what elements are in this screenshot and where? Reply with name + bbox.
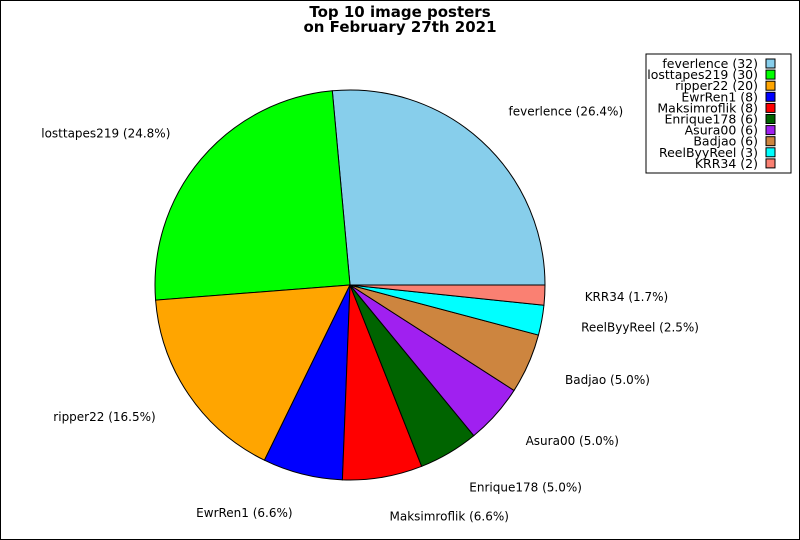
slice-label-asura00: Asura00 (5.0%) (526, 434, 619, 448)
pie-slice-ripper22 (155, 284, 351, 461)
slice-label-enrique178: Enrique178 (5.0%) (469, 481, 582, 495)
legend-swatch-ewrren1 (765, 91, 776, 102)
legend-entry-ripper22: ripper22 (20) (675, 78, 758, 93)
legend-entry-badjao: Badjao (6) (693, 134, 758, 149)
legend-swatch-feverlence (765, 58, 776, 69)
legend-entry-reelbyyreel: ReelByyReel (3) (659, 145, 758, 160)
legend-entry-enrique178: Enrique178 (6) (664, 112, 758, 127)
slice-label-maksimroflik: Maksimroflik (6.6%) (390, 510, 509, 524)
slice-label-badjao: Badjao (5.0%) (565, 373, 650, 387)
slice-label-losttapes219: losttapes219 (24.8%) (41, 126, 170, 140)
pie-slice-losttapes219 (154, 90, 351, 301)
slice-label-krr34: KRR34 (1.7%) (585, 290, 668, 304)
slice-label-ewrren1: EwrRen1 (6.6%) (196, 506, 292, 520)
legend-swatch-reelbyyreel (765, 147, 776, 158)
legend-swatch-losttapes219 (765, 69, 776, 80)
legend-swatch-asura00 (765, 125, 776, 136)
slice-labels: feverlence (26.4%) losttapes219 (24.8%) ri… (41, 105, 699, 524)
legend-swatch-krr34 (765, 158, 776, 169)
legend-swatch-ripper22 (765, 80, 776, 91)
legend-entry-ewrren1: EwrRen1 (8) (681, 89, 758, 104)
chart-title: Top 10 image posters (309, 3, 490, 21)
legend-entry-maksimroflik: Maksimroflik (8) (657, 100, 758, 115)
slice-label-reelbyyreel: ReelByyReel (2.5%) (581, 321, 699, 335)
pie-slice-krr34 (349, 284, 546, 306)
legend-entry-asura00: Asura00 (6) (685, 123, 758, 138)
legend-entry-krr34: KRR34 (2) (695, 156, 758, 171)
legend-swatch-enrique178 (765, 114, 776, 124)
slice-label-ripper22: ripper22 (16.5%) (53, 410, 155, 424)
slice-label-feverlence: feverlence (26.4%) (509, 105, 624, 119)
chart-subtitle: on February 27th 2021 (303, 18, 496, 36)
pie-slices (154, 89, 546, 481)
legend-entry-losttapes219: losttapes219 (30) (647, 67, 758, 82)
pie-slice-feverlence (331, 89, 546, 286)
legend-swatch-badjao (765, 136, 776, 147)
legend-entry-feverlence: feverlence (32) (662, 56, 758, 71)
legend-swatch-maksimroflik (765, 102, 776, 113)
legend: feverlence (32)losttapes219 (30)ripper22… (645, 53, 792, 174)
